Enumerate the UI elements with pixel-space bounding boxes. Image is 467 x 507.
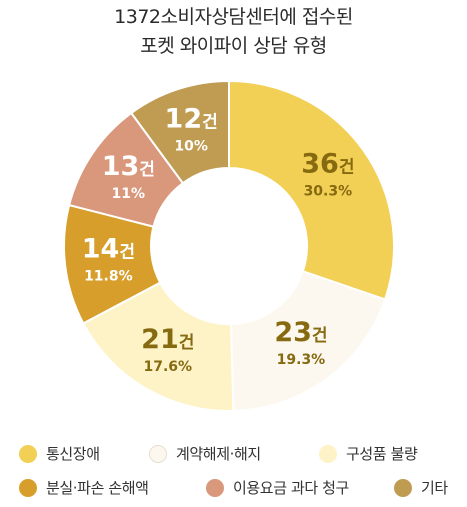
slice-count-label-1: 36건 (301, 148, 354, 179)
slice-percent-label-2: 19.3% (277, 352, 326, 368)
legend-label: 이용요금 과다 청구 (233, 479, 349, 497)
legend-swatch (19, 444, 37, 463)
slice-2 (230, 270, 387, 412)
slice-percent-label-5: 11% (112, 186, 146, 202)
slice-count-label-5: 13건 (102, 151, 155, 182)
legend-swatch (319, 444, 337, 463)
slice-percent-label-1: 30.3% (304, 183, 353, 199)
legend-label: 분실·파손 손해액 (46, 479, 149, 497)
legend-label: 계약해제·해지 (176, 445, 261, 463)
legend-item: 계약해제·해지 (149, 443, 261, 464)
legend-item: 이용요금 과다 청구 (206, 477, 349, 498)
legend-item: 통신장애 (19, 443, 100, 464)
slice-count-label-6: 12건 (165, 104, 218, 135)
slice-6 (129, 79, 230, 185)
slice-count-label-4: 14건 (82, 233, 135, 264)
legend-item: 기타 (394, 477, 448, 498)
slice-percent-label-3: 17.6% (143, 359, 192, 375)
slice-count-label-2: 23건 (274, 317, 327, 348)
legend-swatch (19, 478, 37, 497)
legend-swatch (394, 478, 412, 497)
chart-title-line-2: 포켓 와이파이 상담 유형 (140, 35, 327, 57)
legend-item: 구성품 불량 (319, 443, 418, 464)
slice-3 (81, 281, 235, 412)
slice-1 (228, 79, 395, 301)
legend-swatch (206, 478, 224, 497)
slice-percent-label-4: 11.8% (84, 268, 133, 284)
legend-label: 구성품 불량 (346, 445, 418, 463)
legend-label: 기타 (421, 479, 448, 497)
legend-swatch (149, 444, 167, 463)
legend-label: 통신장애 (46, 445, 100, 463)
slice-percent-label-6: 10% (174, 139, 208, 155)
chart-title-line-1: 1372소비자상담센터에 접수된 (114, 6, 353, 28)
legend-item: 분실·파손 손해액 (19, 477, 149, 498)
slice-count-label-3: 21건 (141, 324, 194, 355)
